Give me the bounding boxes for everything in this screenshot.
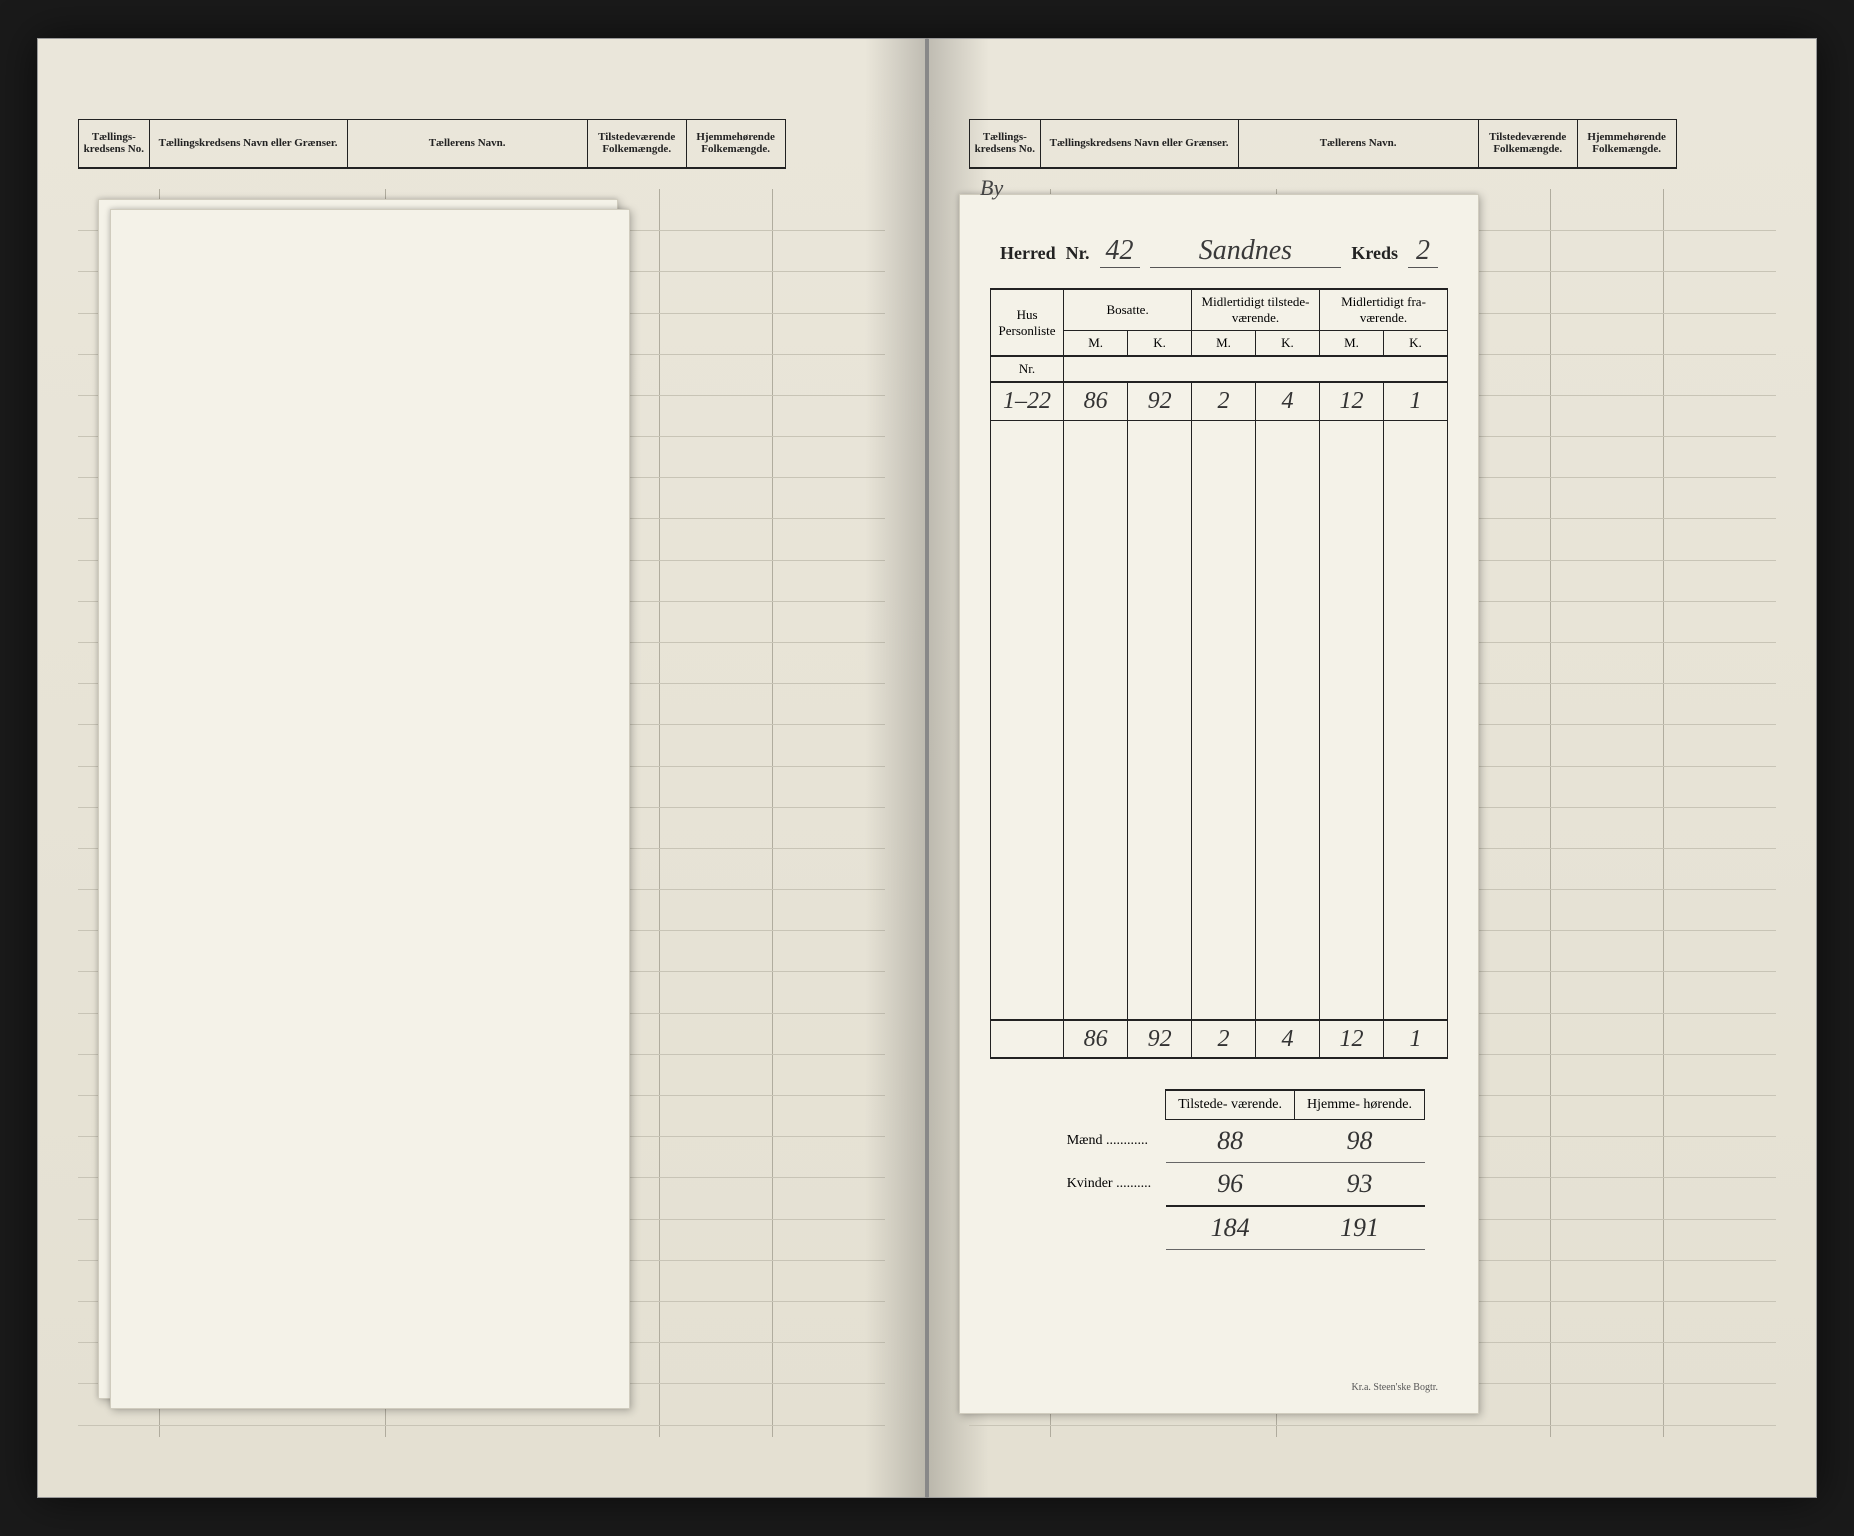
summary-total-til: 184: [1166, 1206, 1295, 1250]
right-header-table: Tællings- kredsens No. Tællingskredsens …: [969, 119, 1677, 169]
total-fra-k: 1: [1383, 1020, 1447, 1058]
right-col-tilstede: Tilstedeværende Folkemængde.: [1478, 120, 1577, 168]
summary-maend-til: 88: [1166, 1120, 1295, 1163]
total-bosatte-k: 92: [1128, 1020, 1192, 1058]
left-col-tilstede: Tilstedeværende Folkemængde.: [587, 120, 686, 168]
table-row-empty: [991, 420, 1448, 1020]
sub-nr-row: Nr.: [991, 356, 1064, 382]
census-form-sheet: By Herred Nr. 42 Sandnes Kreds 2 Hu: [959, 194, 1479, 1414]
col-mid-tilstede: Midlertidigt tilstede- værende.: [1192, 289, 1320, 331]
right-col-kreds-navn: Tællingskredsens Navn eller Grænser.: [1040, 120, 1238, 168]
by-annotation: By: [980, 175, 1003, 201]
left-col-taeller-navn: Tællerens Navn.: [347, 120, 587, 168]
left-col-hjemme: Hjemmehørende Folkemængde.: [686, 120, 785, 168]
kreds-label: Kreds: [1351, 243, 1398, 264]
left-page: Tællings- kredsens No. Tællingskredsens …: [37, 38, 927, 1498]
kreds-value: 2: [1408, 235, 1438, 268]
herred-name-value: Sandnes: [1150, 235, 1342, 268]
nr-label: Nr.: [1066, 243, 1090, 264]
sub-tilstede-k: K.: [1256, 331, 1320, 357]
summary-kvinder-label: Kvinder ..........: [1059, 1163, 1166, 1207]
summary-kvinder-til: 96: [1166, 1163, 1295, 1207]
table-row: 1–22 86 92 2 4 12 1: [991, 382, 1448, 420]
herred-nr-value: 42: [1100, 235, 1140, 268]
left-col-kredsens-no: Tællings- kredsens No.: [79, 120, 150, 168]
cell-fra-m: 12: [1319, 382, 1383, 420]
cell-tilstede-k: 4: [1256, 382, 1320, 420]
summary-col-tilstede: Tilstede- værende.: [1166, 1090, 1295, 1120]
total-fra-m: 12: [1319, 1020, 1383, 1058]
sub-bosatte-k: K.: [1128, 331, 1192, 357]
col-bosatte: Bosatte.: [1064, 289, 1192, 331]
col-hus: Hus Personliste: [991, 289, 1064, 356]
right-page: Tællings- kredsens No. Tællingskredsens …: [927, 38, 1817, 1498]
printer-credit: Kr.a. Steen'ske Bogtr.: [1351, 1382, 1438, 1393]
sub-fra-k: K.: [1383, 331, 1447, 357]
total-tilstede-m: 2: [1192, 1020, 1256, 1058]
sub-tilstede-m: M.: [1192, 331, 1256, 357]
table-totals-row: 86 92 2 4 12 1: [991, 1020, 1448, 1058]
left-col-kreds-navn: Tællingskredsens Navn eller Grænser.: [149, 120, 347, 168]
summary-kvinder-hjem: 93: [1294, 1163, 1424, 1207]
main-census-table: Hus Personliste Bosatte. Midlertidigt ti…: [990, 288, 1448, 1059]
summary-maend-hjem: 98: [1294, 1120, 1424, 1163]
cell-fra-k: 1: [1383, 382, 1447, 420]
form-title-line: Herred Nr. 42 Sandnes Kreds 2: [990, 235, 1448, 268]
total-bosatte-m: 86: [1064, 1020, 1128, 1058]
right-col-kredsens-no: Tællings- kredsens No.: [970, 120, 1041, 168]
cell-tilstede-m: 2: [1192, 382, 1256, 420]
right-col-hjemme: Hjemmehørende Folkemængde.: [1577, 120, 1676, 168]
left-header-table: Tællings- kredsens No. Tællingskredsens …: [78, 119, 786, 169]
herred-label: Herred: [1000, 243, 1056, 264]
right-col-taeller-navn: Tællerens Navn.: [1238, 120, 1478, 168]
cell-bosatte-k: 92: [1128, 382, 1192, 420]
summary-table: Tilstede- værende. Hjemme- hørende. Mænd…: [1059, 1089, 1425, 1250]
summary-maend-label: Mænd ............: [1059, 1120, 1166, 1163]
ledger-book: Tællings- kredsens No. Tællingskredsens …: [37, 38, 1817, 1498]
sub-bosatte-m: M.: [1064, 331, 1128, 357]
col-mid-fravaerende: Midlertidigt fra- værende.: [1319, 289, 1447, 331]
blank-overlay-sheet-front: [110, 209, 630, 1409]
sub-fra-m: M.: [1319, 331, 1383, 357]
summary-col-hjemme: Hjemme- hørende.: [1294, 1090, 1424, 1120]
cell-bosatte-m: 86: [1064, 382, 1128, 420]
total-tilstede-k: 4: [1256, 1020, 1320, 1058]
summary-total-hjem: 191: [1294, 1206, 1424, 1250]
cell-nr: 1–22: [991, 382, 1064, 420]
